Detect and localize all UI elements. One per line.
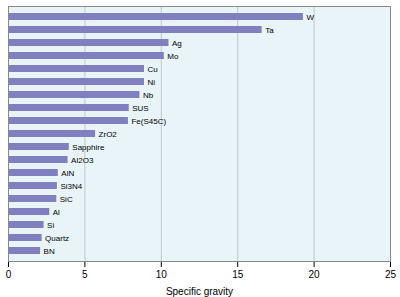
svg-text:Si3N4: Si3N4 [60, 182, 82, 191]
svg-text:SUS: SUS [132, 104, 148, 113]
svg-text:Mo: Mo [167, 52, 179, 61]
svg-text:Nb: Nb [143, 91, 154, 100]
svg-text:5: 5 [82, 269, 88, 280]
svg-text:Ta: Ta [265, 26, 274, 35]
svg-text:20: 20 [309, 269, 321, 280]
svg-text:Specific gravity: Specific gravity [166, 286, 233, 297]
svg-text:Quartz: Quartz [45, 234, 69, 243]
svg-text:15: 15 [232, 269, 244, 280]
svg-text:SiC: SiC [60, 195, 73, 204]
svg-text:10: 10 [156, 269, 168, 280]
svg-text:Al2O3: Al2O3 [71, 156, 94, 165]
svg-text:AlN: AlN [61, 169, 74, 178]
svg-text:Al: Al [53, 208, 60, 217]
svg-text:W: W [306, 13, 314, 22]
svg-text:Si: Si [47, 221, 54, 230]
svg-text:25: 25 [385, 269, 397, 280]
svg-text:Cu: Cu [147, 65, 157, 74]
svg-text:0: 0 [6, 269, 12, 280]
svg-text:ZrO2: ZrO2 [99, 130, 118, 139]
svg-text:Ag: Ag [172, 39, 182, 48]
svg-text:Ni: Ni [147, 78, 155, 87]
svg-text:Sapphire: Sapphire [72, 143, 105, 152]
svg-text:BN: BN [44, 247, 55, 256]
svg-text:Fe(S45C): Fe(S45C) [131, 117, 166, 126]
